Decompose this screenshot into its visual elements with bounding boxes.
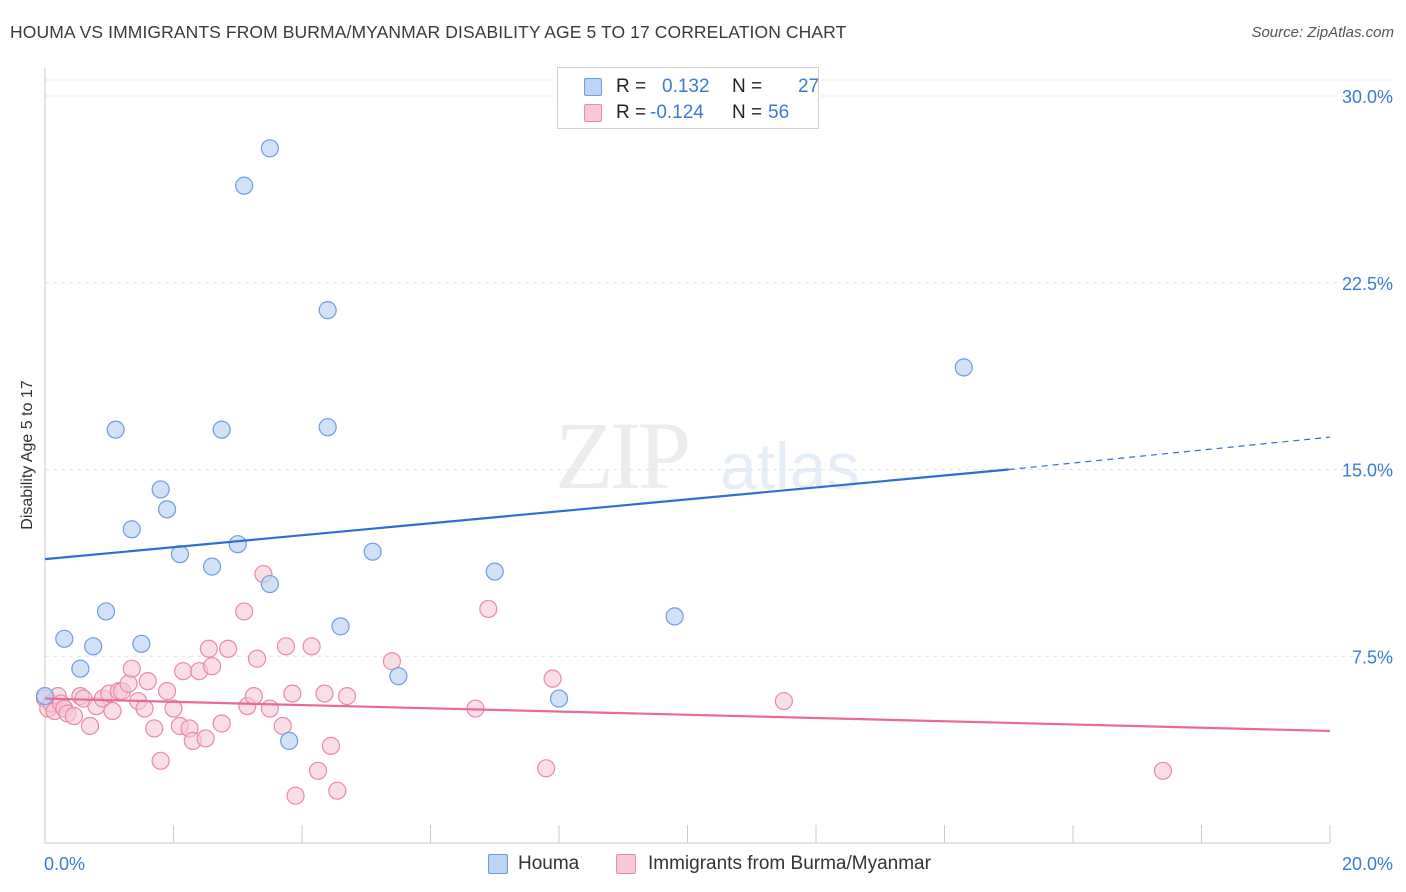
houma-point — [106, 420, 125, 439]
burma-point — [260, 699, 279, 718]
houma-point — [84, 637, 103, 656]
houma-point — [318, 301, 337, 320]
points-layer — [35, 139, 1173, 805]
houma-trend-line — [44, 468, 1009, 561]
x-tick-label: 20.0% — [1342, 854, 1393, 874]
houma-legend-icon — [488, 854, 508, 874]
y-tick-label: 30.0% — [1342, 87, 1393, 107]
burma-point — [321, 736, 341, 755]
trend-layer — [44, 436, 1331, 733]
houma-n-value: 27 — [798, 76, 820, 97]
houma-point — [665, 607, 684, 626]
houma-point — [55, 629, 74, 648]
n-label: N = — [732, 76, 763, 97]
burma-point — [219, 639, 238, 658]
houma-swatch-icon — [584, 78, 602, 96]
houma-point — [212, 420, 231, 439]
bottom-legend: Houma Immigrants from Burma/Myanmar — [0, 852, 1406, 878]
houma-point — [202, 557, 222, 576]
burma-point — [1153, 761, 1173, 780]
houma-legend-label: Houma — [518, 853, 580, 874]
stats-row-houma: R = 0.132 N = 27 — [558, 76, 820, 102]
burma-point — [774, 691, 793, 711]
houma-r-value: 0.132 — [662, 76, 710, 97]
grid-layer — [45, 79, 1392, 657]
burma-point — [286, 786, 305, 805]
houma-point — [280, 731, 299, 751]
burma-point — [64, 706, 84, 726]
stats-legend: R = 0.132 N = 27 R = -0.124 N = 56 — [557, 67, 819, 129]
houma-point — [260, 139, 279, 158]
burma-point — [276, 637, 296, 656]
burma-point — [337, 686, 357, 706]
burma-swatch-icon — [584, 104, 602, 122]
houma-point — [331, 617, 350, 636]
houma-point — [132, 634, 151, 653]
y-tick-label: 7.5% — [1352, 647, 1393, 667]
tick-labels-layer: 7.5% 15.0% 22.5% 30.0% 0.0% 20.0% — [44, 87, 1393, 874]
burma-point — [328, 781, 347, 800]
burma-point — [145, 719, 164, 738]
burma-point — [247, 649, 267, 668]
burma-point — [479, 599, 498, 619]
burma-point — [212, 714, 231, 733]
burma-legend-label: Immigrants from Burma/Myanmar — [648, 853, 931, 874]
houma-point — [485, 562, 504, 581]
burma-point — [283, 684, 302, 703]
burma-point — [302, 637, 321, 656]
houma-point — [235, 176, 254, 195]
houma-point — [389, 667, 408, 686]
houma-point — [260, 574, 279, 594]
burma-point — [235, 602, 254, 621]
burma-point — [537, 759, 556, 778]
houma-point — [96, 602, 116, 621]
burma-point — [164, 699, 183, 718]
burma-point — [157, 682, 177, 701]
houma-point — [151, 480, 170, 499]
burma-point — [315, 684, 334, 703]
burma-point — [122, 659, 141, 678]
burma-point — [202, 657, 222, 676]
burma-point — [199, 639, 218, 658]
chart-title: HOUMA VS IMMIGRANTS FROM BURMA/MYANMAR D… — [10, 22, 847, 42]
burma-point — [151, 751, 170, 770]
houma-point — [228, 535, 247, 554]
source-credit: Source: ZipAtlas.com — [1251, 24, 1394, 41]
y-tick-label: 22.5% — [1342, 274, 1393, 294]
burma-legend-icon — [616, 854, 636, 874]
burma-n-value: 56 — [768, 102, 790, 123]
burma-point — [138, 672, 157, 691]
stats-row-burma: R = -0.124 N = 56 — [558, 102, 818, 128]
burma-point — [196, 729, 215, 748]
n-label: N = — [732, 102, 763, 123]
houma-point — [954, 358, 973, 377]
houma-point — [35, 686, 55, 706]
houma-point — [549, 689, 569, 708]
burma-point — [103, 701, 122, 721]
watermark-zip: ZIP — [555, 402, 691, 509]
houma-point — [71, 659, 90, 678]
r-label: R = — [616, 76, 647, 97]
burma-point — [174, 662, 193, 681]
burma-point — [135, 699, 154, 718]
r-label: R = — [616, 102, 647, 123]
burma-point — [308, 761, 328, 780]
burma-r-value: -0.124 — [650, 102, 704, 123]
houma-point — [363, 542, 382, 561]
x-tick-label: 0.0% — [44, 854, 85, 874]
burma-point — [543, 669, 562, 688]
burma-trend-line — [44, 697, 1331, 733]
houma-trend-extension — [1008, 436, 1331, 471]
y-tick-label: 15.0% — [1342, 461, 1393, 481]
burma-point — [119, 674, 138, 693]
burma-point — [244, 686, 263, 706]
houma-point — [122, 520, 141, 539]
houma-point — [318, 418, 337, 437]
houma-point — [157, 500, 177, 519]
burma-point — [80, 716, 100, 736]
